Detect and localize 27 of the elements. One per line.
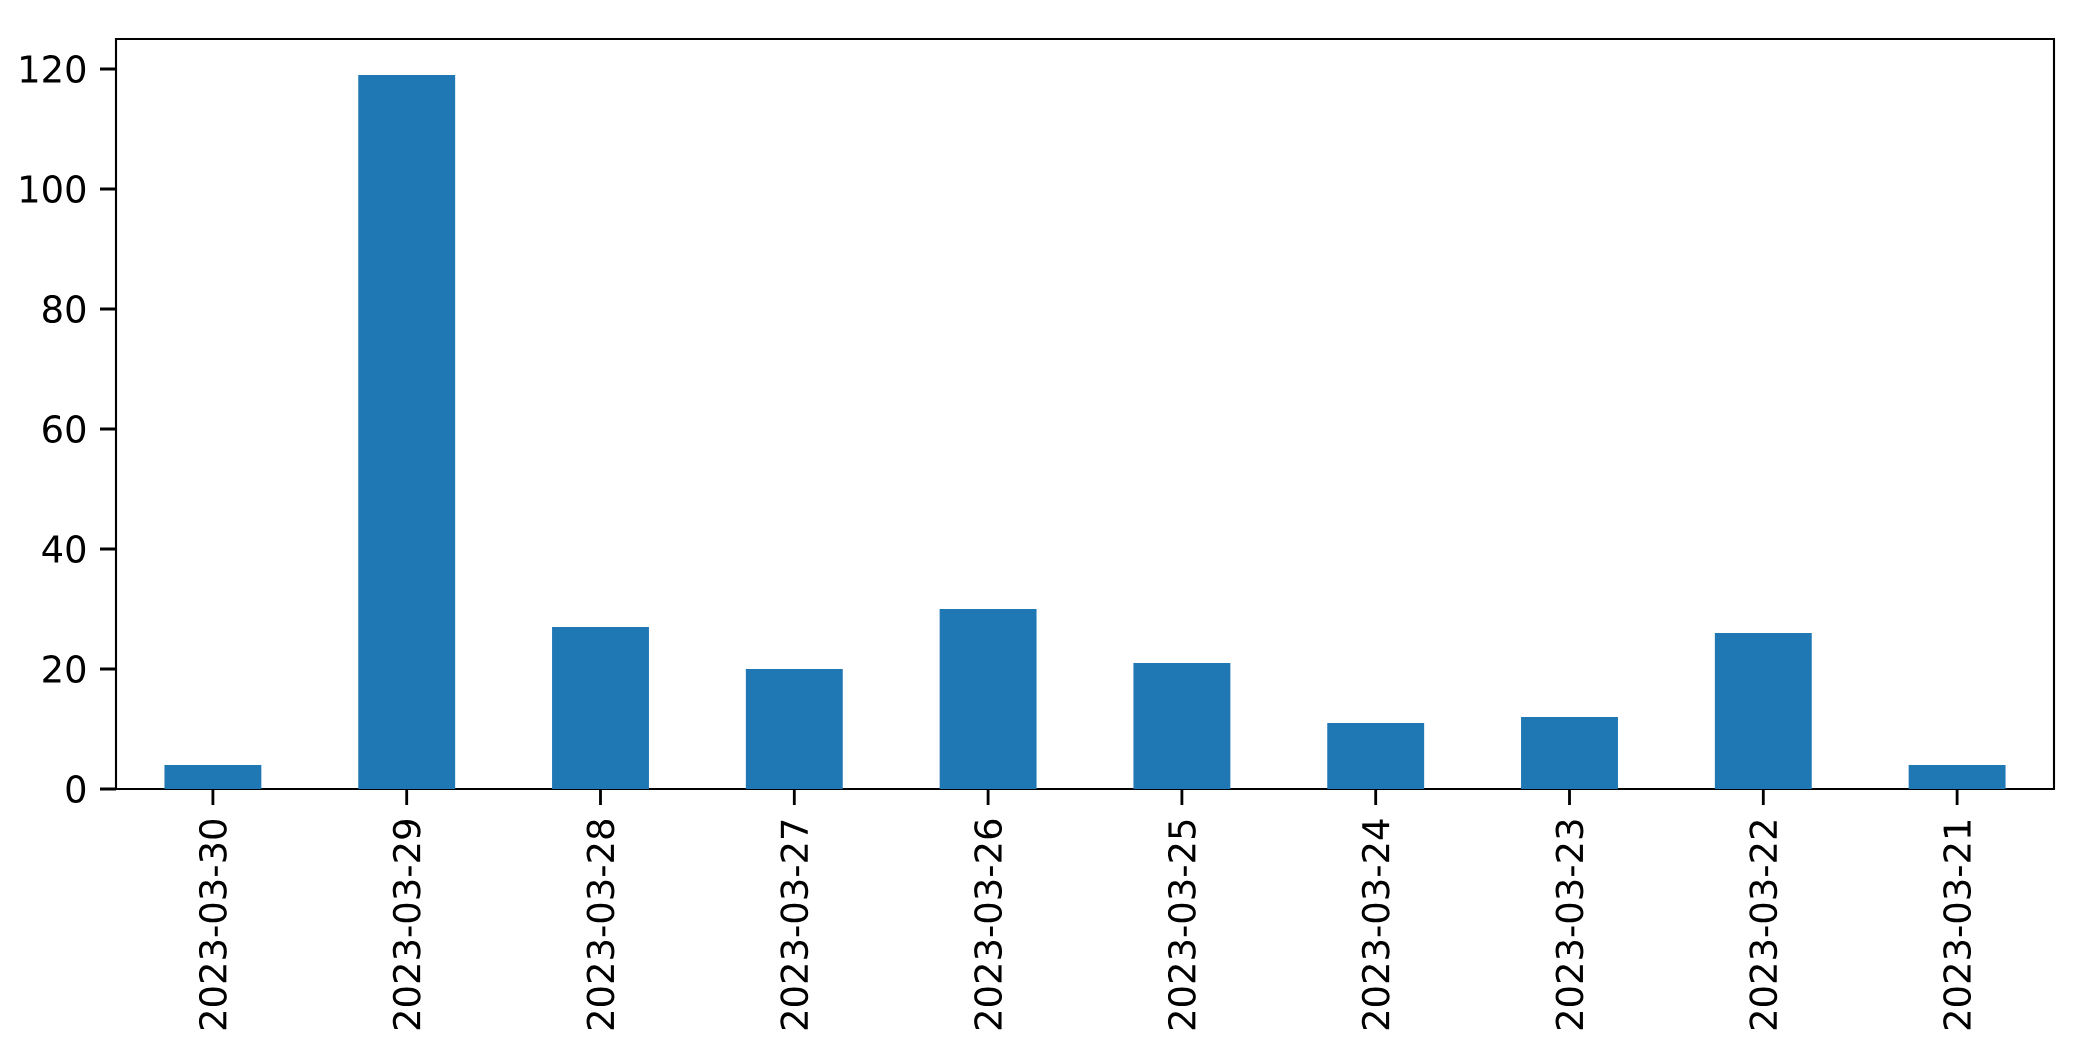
- y-tick-label: 40: [42, 535, 86, 563]
- bar: [1521, 717, 1618, 790]
- bar: [358, 75, 456, 790]
- y-tick-label: 80: [43, 295, 86, 323]
- x-tick-label: 2023-03-26: [974, 819, 1003, 1030]
- bar: [939, 609, 1037, 790]
- bar: [552, 627, 649, 790]
- y-tick-label: 120: [21, 55, 86, 83]
- bar: [1133, 663, 1231, 790]
- x-tick-label: 2023-03-22: [1749, 821, 1778, 1030]
- bar: [164, 765, 262, 790]
- y-tick-label: 20: [43, 655, 86, 683]
- x-tick-label: 2023-03-29: [392, 820, 421, 1030]
- x-tick-label: 2023-03-27: [780, 820, 809, 1030]
- x-tick-label: 2023-03-25: [1167, 820, 1196, 1030]
- bar: [1327, 723, 1425, 790]
- bar: [1714, 633, 1812, 790]
- x-tick-label: 2023-03-21: [1943, 820, 1972, 1030]
- y-tick-label: 60: [43, 415, 86, 443]
- x-tick-label: 2023-03-28: [586, 820, 615, 1030]
- x-tick-label: 2023-03-23: [1555, 820, 1584, 1030]
- x-tick-label: 2023-03-30: [198, 819, 227, 1030]
- bar: [745, 669, 843, 790]
- y-tick-label: 100: [21, 175, 86, 203]
- x-tick-label: 2023-03-24: [1361, 819, 1390, 1030]
- bar: [1908, 765, 2006, 790]
- y-tick-label: 0: [66, 775, 86, 803]
